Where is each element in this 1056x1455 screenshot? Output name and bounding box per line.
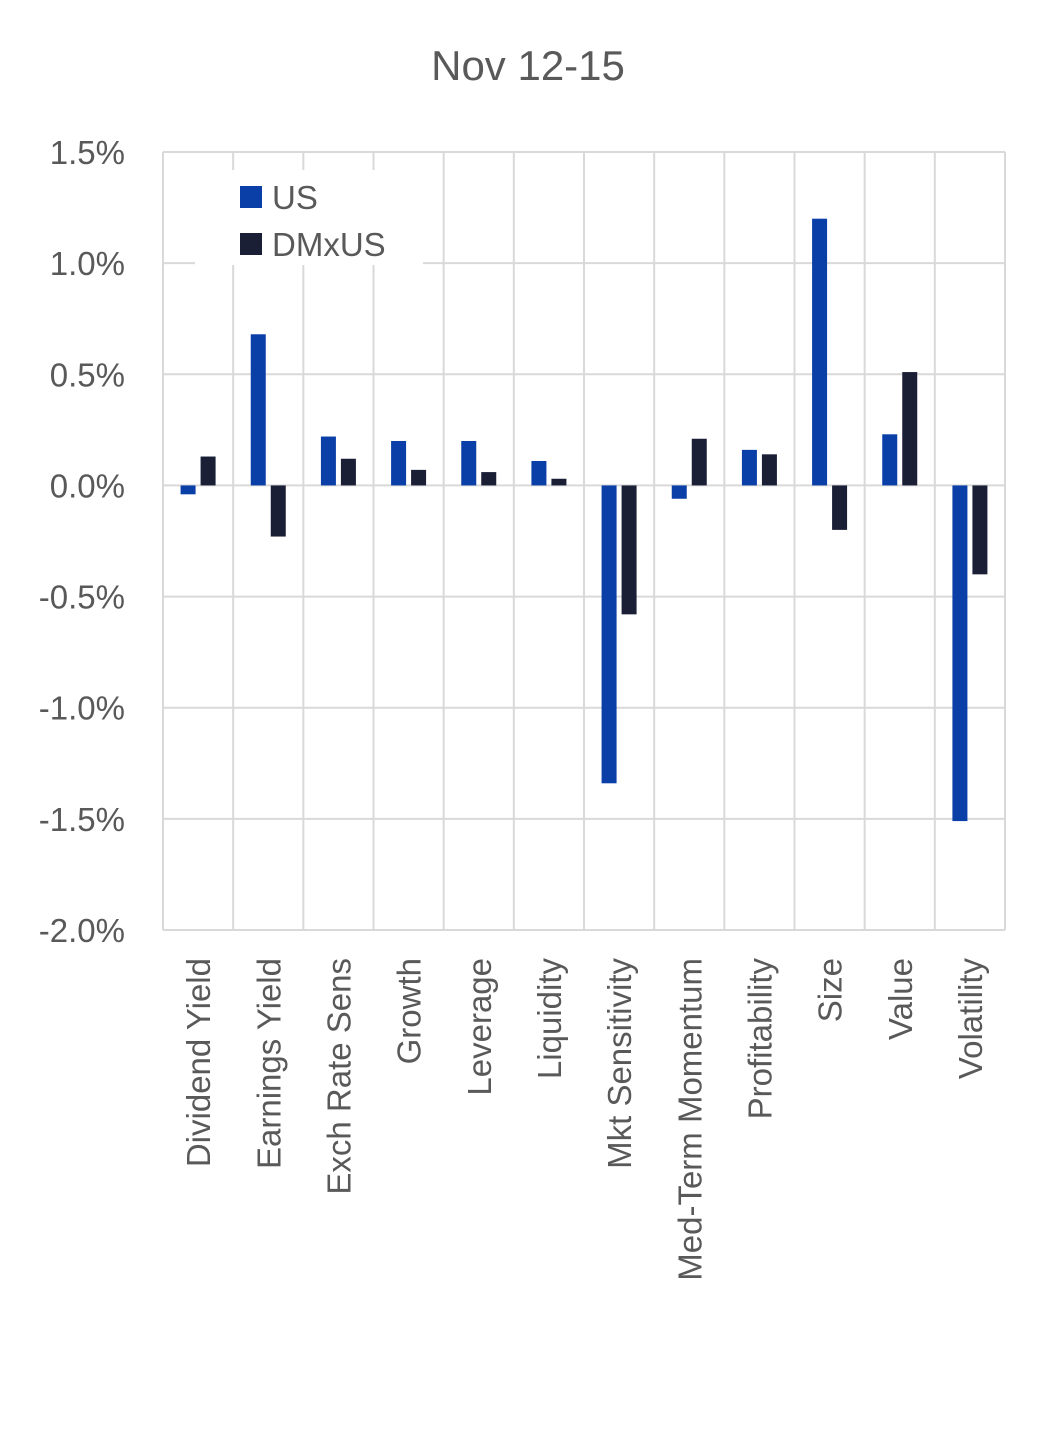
bar-us-size	[812, 218, 828, 486]
bar-us-liquidity	[531, 460, 547, 486]
y-tick-label: 0.5%	[50, 356, 125, 393]
x-category-label: Earnings Yield	[250, 958, 287, 1169]
bar-dmxus-size	[832, 485, 848, 530]
y-tick-label: 1.0%	[50, 245, 125, 282]
bar-us-growth	[391, 440, 407, 486]
y-tick-label: -1.0%	[39, 690, 125, 727]
bar-dmxus-med-term-momentum	[691, 438, 707, 486]
bar-us-leverage	[461, 440, 477, 486]
bars	[180, 218, 988, 822]
y-tick-label: -2.0%	[39, 912, 125, 949]
bar-dmxus-leverage	[481, 472, 497, 486]
bar-dmxus-exch-rate-sens	[340, 458, 356, 486]
bar-us-value	[882, 434, 898, 486]
x-category-label: Profitability	[741, 958, 778, 1120]
bar-us-dividend-yield	[180, 485, 196, 495]
bar-us-earnings-yield	[250, 334, 266, 486]
chart-title: Nov 12-15	[431, 42, 625, 89]
x-axis-category-labels: Dividend Yield Earnings Yield Exch Rate Se…	[180, 958, 989, 1281]
y-tick-label: -1.5%	[39, 801, 125, 838]
legend-swatch-us	[240, 186, 262, 208]
y-tick-label: 1.5%	[50, 134, 125, 171]
bar-dmxus-mkt-sensitivity	[621, 485, 637, 615]
x-category-label: Exch Rate Sens	[320, 958, 357, 1195]
bar-us-mkt-sensitivity	[601, 485, 617, 784]
x-category-label: Value	[882, 958, 919, 1040]
bar-us-volatility	[952, 485, 968, 822]
legend-label-us: US	[272, 179, 318, 216]
bar-dmxus-volatility	[972, 485, 988, 575]
legend: US DMxUS	[195, 170, 423, 265]
bar-dmxus-dividend-yield	[200, 456, 216, 486]
bar-dmxus-earnings-yield	[270, 485, 286, 537]
bar-dmxus-liquidity	[551, 478, 567, 486]
x-category-label: Size	[812, 958, 849, 1022]
x-category-label: Mkt Sensitivity	[601, 958, 638, 1169]
bar-us-med-term-momentum	[671, 485, 687, 499]
legend-background	[195, 170, 423, 265]
y-tick-label: -0.5%	[39, 579, 125, 616]
bar-us-exch-rate-sens	[320, 436, 336, 486]
bar-dmxus-value	[902, 372, 918, 486]
bar-us-profitability	[741, 449, 757, 486]
x-category-label: Growth	[391, 958, 428, 1064]
bar-dmxus-growth	[411, 469, 427, 486]
legend-label-dmxus: DMxUS	[272, 226, 386, 263]
x-category-label: Dividend Yield	[180, 958, 217, 1167]
gridlines	[162, 151, 1006, 931]
bar-dmxus-profitability	[761, 454, 777, 486]
legend-swatch-dmxus	[240, 233, 262, 255]
x-category-label: Volatility	[952, 958, 989, 1080]
y-axis-tick-labels: 1.5% 1.0% 0.5% 0.0% -0.5% -1.0% -1.5% -2.0%	[39, 134, 125, 949]
x-category-label: Med-Term Momentum	[671, 958, 708, 1281]
x-category-label: Leverage	[461, 958, 498, 1096]
x-category-label: Liquidity	[531, 958, 568, 1080]
y-tick-label: 0.0%	[50, 467, 125, 504]
